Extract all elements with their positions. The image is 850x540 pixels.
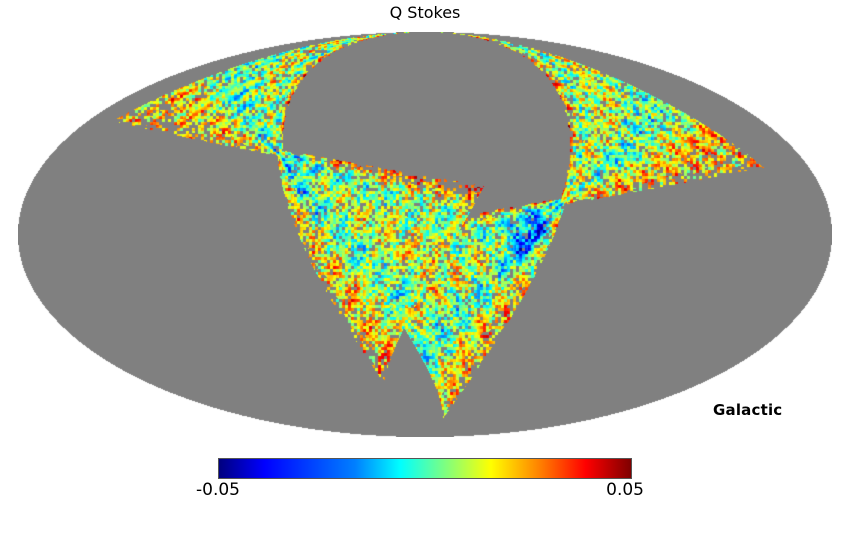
colorbar-tick-labels: -0.05 0.05 bbox=[196, 480, 644, 504]
colorbar: -0.05 0.05 bbox=[196, 458, 644, 504]
page-title: Q Stokes bbox=[389, 3, 461, 22]
colorbar-min-label: -0.05 bbox=[196, 480, 240, 500]
colorbar-gradient bbox=[218, 458, 632, 479]
colorbar-max-label: 0.05 bbox=[606, 480, 644, 500]
coordinate-system-label: Galactic bbox=[713, 401, 783, 419]
sky-map bbox=[18, 32, 832, 437]
mollweide-projection-canvas bbox=[18, 32, 832, 437]
